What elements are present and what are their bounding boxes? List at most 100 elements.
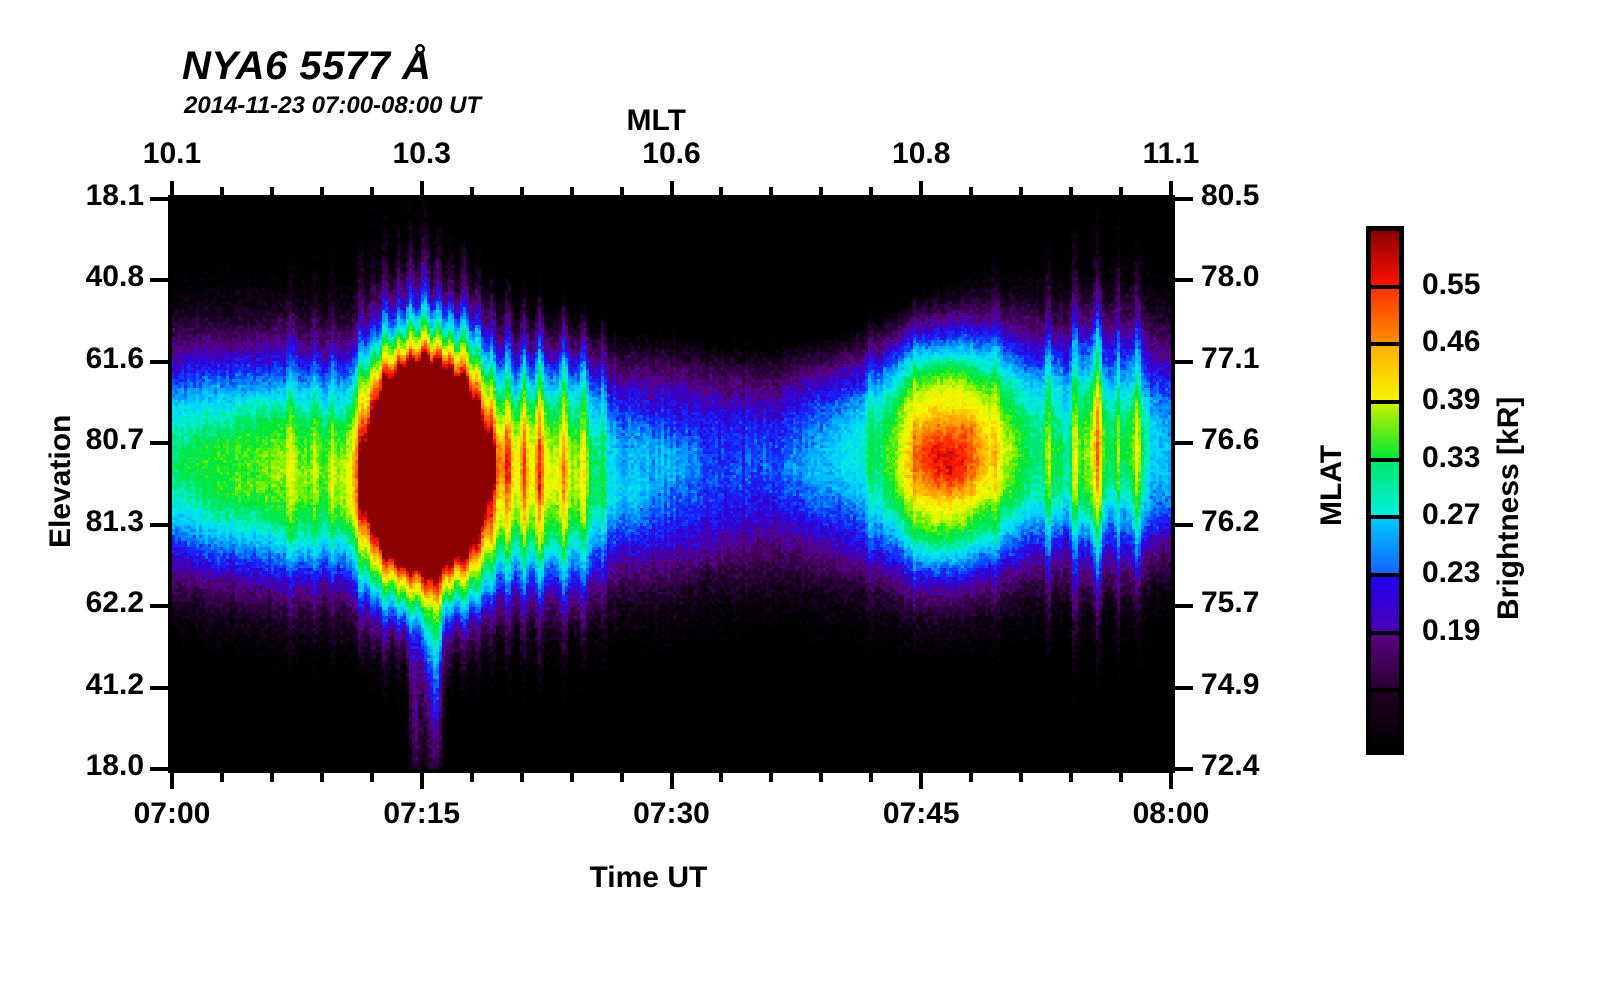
x-tick-major <box>419 773 424 789</box>
x-tick-minor <box>869 773 874 782</box>
y-tick-right <box>1175 604 1193 609</box>
x-tick-minor <box>519 773 524 782</box>
colorbar <box>1366 226 1404 755</box>
y-tick-left <box>150 522 168 527</box>
x-top-tick-minor <box>969 187 974 196</box>
colorbar-tick-label-1: 0.46 <box>1422 325 1481 359</box>
y-tick-label-left-0: 18.1 <box>85 179 144 212</box>
x-top-tick-minor <box>269 187 274 196</box>
y-tick-label-right-2: 77.1 <box>1201 341 1260 375</box>
colorbar-band-2 <box>1371 346 1399 404</box>
y-tick-label-right-0: 80.5 <box>1201 179 1260 212</box>
y-tick-label-left-7: 18.0 <box>85 749 144 782</box>
x-top-tick-minor <box>1019 187 1024 196</box>
keogram-plot-area <box>168 195 1175 773</box>
y-tick-left-end <box>150 767 168 771</box>
y-tick-right-end <box>1175 767 1193 771</box>
colorbar-tick-label-5: 0.23 <box>1422 556 1481 589</box>
colorbar-band-7 <box>1371 634 1399 693</box>
colorbar-tick-label-2: 0.39 <box>1422 383 1481 416</box>
x-top-tick-major <box>669 181 674 196</box>
x-top-tick-minor <box>619 187 624 196</box>
colorbar-band-3 <box>1371 403 1399 462</box>
y-tick-label-right-7: 72.4 <box>1201 749 1260 782</box>
x-top-tick-major <box>1169 181 1173 196</box>
colorbar-tick-label-4: 0.27 <box>1422 498 1481 532</box>
y-tick-right <box>1175 685 1193 690</box>
colorbar-tick-label-3: 0.33 <box>1422 440 1481 474</box>
x-tick-minor <box>219 773 224 782</box>
page-subtitle: 2014-11-23 07:00-08:00 UT <box>184 92 482 119</box>
y-tick-label-right-5: 75.7 <box>1201 586 1260 620</box>
x-top-tick-minor <box>819 187 824 196</box>
x-tick-minor <box>769 773 774 782</box>
x-top-tick-minor <box>319 187 324 196</box>
colorbar-band-0 <box>1371 231 1399 289</box>
y-tick-right <box>1175 522 1193 527</box>
x-top-tick-minor <box>469 187 474 196</box>
y-tick-label-left-3: 80.7 <box>85 423 144 457</box>
y-tick-label-right-1: 78.0 <box>1201 260 1260 294</box>
x-tick-minor <box>269 773 274 782</box>
x-tick-label-0: 07:00 <box>133 797 211 830</box>
y-tick-left <box>150 359 168 364</box>
y-tick-label-right-6: 74.9 <box>1201 667 1260 701</box>
x-tick-major <box>170 773 174 789</box>
x-tick-minor <box>1019 773 1024 782</box>
y-tick-label-left-4: 81.3 <box>85 504 144 538</box>
colorbar-band-5 <box>1371 519 1399 577</box>
x-tick-minor <box>719 773 724 782</box>
y-tick-right <box>1175 359 1193 364</box>
x-tick-minor <box>319 773 324 782</box>
y-tick-label-left-5: 62.2 <box>85 586 144 620</box>
x-tick-minor <box>819 773 824 782</box>
colorbar-band-4 <box>1371 461 1399 520</box>
colorbar-band-8 <box>1371 692 1399 750</box>
axis-label-mlat: MLAT <box>1315 444 1348 526</box>
x-top-tick-minor <box>369 187 374 196</box>
x-top-tick-major <box>170 181 174 196</box>
x-top-tick-label-2: 10.6 <box>642 137 701 170</box>
y-tick-label-left-6: 41.2 <box>85 667 144 701</box>
y-tick-label-left-1: 40.8 <box>85 260 144 294</box>
x-top-tick-minor <box>219 187 224 196</box>
page-title: NYA6 5577 Å <box>182 44 432 88</box>
x-tick-minor <box>569 773 574 782</box>
colorbar-band-6 <box>1371 576 1399 635</box>
x-tick-minor <box>369 773 374 782</box>
x-tick-major <box>1169 773 1173 789</box>
x-top-tick-minor <box>719 187 724 196</box>
x-top-tick-minor <box>869 187 874 196</box>
x-tick-label-1: 07:15 <box>383 797 461 830</box>
x-top-tick-label-0: 10.1 <box>142 137 202 170</box>
x-top-tick-major <box>919 181 924 196</box>
colorbar-band-1 <box>1371 288 1399 347</box>
x-tick-label-2: 07:30 <box>633 797 710 830</box>
x-top-tick-label-4: 11.1 <box>1142 137 1200 170</box>
y-tick-right-end <box>1175 197 1193 201</box>
x-top-tick-label-3: 10.8 <box>892 137 951 170</box>
colorbar-tick-label-0: 0.55 <box>1422 267 1481 301</box>
x-tick-minor <box>969 773 974 782</box>
y-tick-left-end <box>150 197 168 201</box>
y-tick-right <box>1175 278 1193 283</box>
x-top-tick-minor <box>569 187 574 196</box>
x-tick-minor <box>469 773 474 782</box>
x-top-tick-minor <box>769 187 774 196</box>
x-top-tick-minor <box>1119 187 1124 196</box>
y-tick-label-left-2: 61.6 <box>85 341 144 375</box>
x-top-tick-label-1: 10.3 <box>392 137 451 170</box>
x-tick-minor <box>619 773 624 782</box>
axis-label-mlt: MLT <box>626 104 686 137</box>
x-tick-label-4: 08:00 <box>1132 797 1210 830</box>
x-top-tick-minor <box>519 187 524 196</box>
x-tick-label-3: 07:45 <box>882 797 960 830</box>
x-tick-major <box>669 773 674 789</box>
keogram-image <box>172 199 1171 769</box>
y-tick-right <box>1175 441 1193 446</box>
x-tick-minor <box>1069 773 1074 782</box>
x-top-tick-major <box>419 181 424 196</box>
axis-label-time: Time UT <box>589 861 708 894</box>
y-tick-left <box>150 278 168 283</box>
